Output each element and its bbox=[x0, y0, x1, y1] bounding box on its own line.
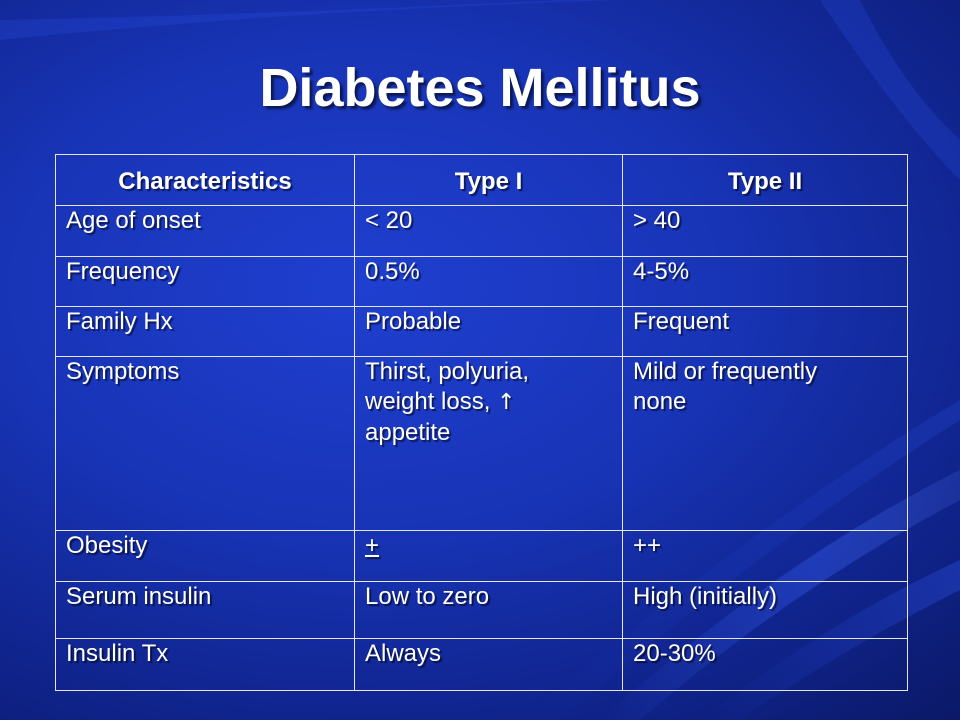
row-label: Symptoms bbox=[55, 356, 355, 531]
row-label: Obesity bbox=[55, 530, 355, 582]
table-row: Age of onset < 20 > 40 bbox=[55, 205, 908, 257]
table-row: Symptoms Thirst, polyuria, weight loss, ↑… bbox=[55, 356, 908, 531]
type-2-value: > 40 bbox=[622, 205, 908, 257]
header-characteristics: Characteristics bbox=[55, 154, 355, 206]
type-1-value: Thirst, polyuria, weight loss, ↑ appetite bbox=[354, 356, 623, 531]
table-row: Obesity + ++ bbox=[55, 530, 908, 582]
type-1-value: < 20 bbox=[354, 205, 623, 257]
type-1-value: Probable bbox=[354, 306, 623, 357]
type-1-value: + bbox=[354, 530, 623, 582]
type-2-value: Frequent bbox=[622, 306, 908, 357]
row-label: Age of onset bbox=[55, 205, 355, 257]
up-arrow-icon: ↑ bbox=[497, 390, 516, 415]
type-2-value: Mild or frequently none bbox=[622, 356, 908, 531]
comparison-table: Characteristics Type I Type II Age of on… bbox=[55, 154, 908, 691]
table-row: Serum insulin Low to zero High (initiall… bbox=[55, 581, 908, 639]
type-2-value: 4-5% bbox=[622, 256, 908, 307]
table-row: Frequency 0.5% 4-5% bbox=[55, 256, 908, 307]
header-type-2: Type II bbox=[622, 154, 908, 206]
symptom-line: Thirst, polyuria, bbox=[365, 358, 530, 385]
type-1-value: Always bbox=[354, 638, 623, 691]
table-row: Family Hx Probable Frequent bbox=[55, 306, 908, 357]
row-label: Serum insulin bbox=[55, 581, 355, 639]
row-label: Frequency bbox=[55, 256, 355, 307]
type-2-value: 20-30% bbox=[622, 638, 908, 691]
type-1-value: Low to zero bbox=[354, 581, 623, 639]
symptom-line: weight loss, bbox=[365, 388, 491, 415]
type-2-value: High (initially) bbox=[622, 581, 908, 639]
symptom-line: Mild or frequently bbox=[633, 358, 818, 385]
row-label: Family Hx bbox=[55, 306, 355, 357]
symptom-line: none bbox=[633, 388, 687, 415]
type-1-value: 0.5% bbox=[354, 256, 623, 307]
symptom-line: appetite bbox=[365, 419, 451, 446]
type-2-value: ++ bbox=[622, 530, 908, 582]
slide-title: Diabetes Mellitus bbox=[259, 58, 701, 118]
table-row: Insulin Tx Always 20-30% bbox=[55, 638, 908, 691]
table-header-row: Characteristics Type I Type II bbox=[55, 154, 908, 206]
row-label: Insulin Tx bbox=[55, 638, 355, 691]
header-type-1: Type I bbox=[354, 154, 623, 206]
